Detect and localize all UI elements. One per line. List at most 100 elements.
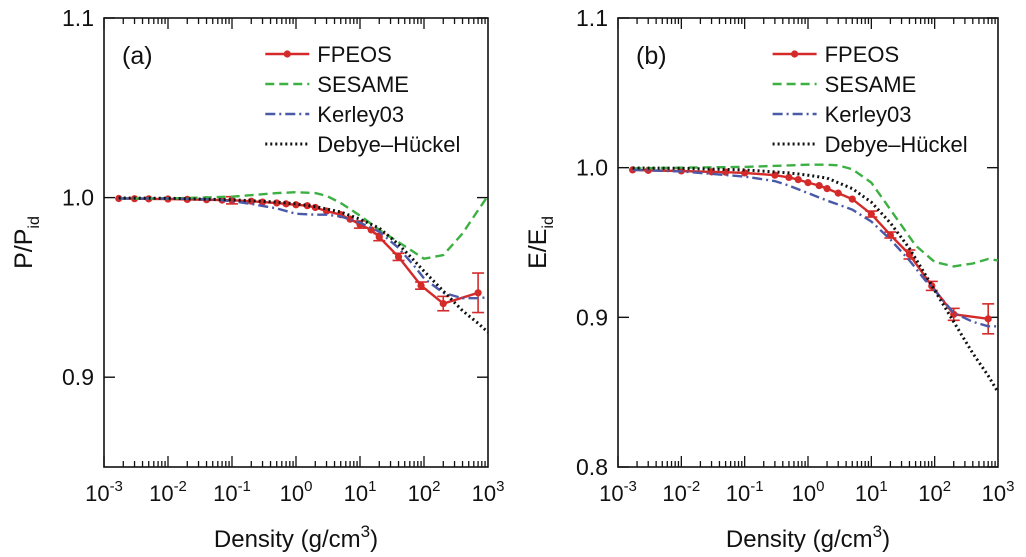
data-point bbox=[984, 315, 992, 323]
y-tick-label: 1.0 bbox=[62, 185, 94, 211]
kerley03-series-line bbox=[118, 197, 489, 300]
debye-h-ckel-series-line bbox=[632, 166, 1000, 393]
data-point bbox=[367, 226, 375, 234]
x-tick-label: 103 bbox=[472, 478, 505, 506]
x-axis-label: Density (g/cm3) bbox=[726, 522, 890, 552]
plot-frame bbox=[103, 17, 489, 468]
legend-label: Kerley03 bbox=[825, 102, 912, 127]
x-tick-label: 101 bbox=[855, 478, 888, 506]
x-tick-exponent: -1 bbox=[238, 478, 251, 495]
x-tick-base: 10 bbox=[599, 481, 623, 506]
x-tick-exponent: 1 bbox=[879, 478, 887, 495]
y-axis-label: E/Eid bbox=[524, 216, 557, 269]
x-tick-base: 10 bbox=[149, 481, 173, 506]
x-tick-label: 10-1 bbox=[726, 478, 764, 506]
data-point bbox=[474, 289, 482, 297]
x-tick-label: 10-2 bbox=[149, 478, 187, 506]
x-tick-exponent: 0 bbox=[304, 478, 312, 495]
x-tick-label: 10-1 bbox=[213, 478, 251, 506]
plot-frame bbox=[617, 17, 999, 468]
x-tick-label: 10-3 bbox=[85, 478, 123, 506]
data-point bbox=[804, 179, 812, 187]
x-tick-label: 100 bbox=[792, 478, 825, 506]
x-tick-label: 10-3 bbox=[599, 478, 637, 506]
y-tick-label: 1.1 bbox=[62, 5, 94, 31]
y-axis-label-sub: id bbox=[540, 216, 557, 228]
x-axis-label: Density (g/cm3) bbox=[214, 522, 378, 552]
x-tick-exponent: 0 bbox=[816, 478, 824, 495]
x-tick-label: 103 bbox=[982, 478, 1015, 506]
legend-label: FPEOS bbox=[825, 42, 900, 67]
x-tick-label: 10-2 bbox=[662, 478, 700, 506]
data-point bbox=[848, 195, 856, 203]
x-tick-base: 10 bbox=[792, 481, 816, 506]
data-point bbox=[439, 299, 447, 308]
x-tick-label: 100 bbox=[280, 478, 313, 506]
x-tick-exponent: 3 bbox=[496, 478, 504, 495]
x-tick-base: 10 bbox=[344, 481, 368, 506]
x-axis-label-main: Density (g/cm bbox=[726, 526, 873, 552]
data-point bbox=[823, 185, 831, 193]
x-tick-base: 10 bbox=[280, 481, 304, 506]
sesame-series-line bbox=[118, 190, 489, 260]
data-point bbox=[867, 210, 875, 218]
x-tick-base: 10 bbox=[408, 481, 432, 506]
x-tick-exponent: 2 bbox=[943, 478, 951, 495]
x-tick-exponent: 3 bbox=[1006, 478, 1014, 495]
data-point bbox=[311, 203, 319, 212]
y-tick-label: 1.0 bbox=[576, 155, 608, 181]
y-axis-label-main: E/E bbox=[524, 229, 552, 269]
legend-label: SESAME bbox=[825, 72, 917, 97]
legend-label: Debye–Hückel bbox=[825, 132, 968, 157]
x-tick-base: 10 bbox=[726, 481, 750, 506]
debye-h-ckel-series-line bbox=[118, 196, 490, 334]
legend-marker bbox=[791, 50, 799, 58]
x-axis-label-main: Density (g/cm bbox=[214, 526, 361, 552]
x-tick-base: 10 bbox=[855, 481, 879, 506]
x-tick-label: 102 bbox=[918, 478, 951, 506]
data-point bbox=[375, 233, 383, 241]
y-tick-label: 1.1 bbox=[576, 5, 608, 31]
data-point bbox=[794, 176, 802, 184]
legend-label: Debye–Hückel bbox=[317, 132, 460, 157]
x-axis-label-sup: 3 bbox=[873, 522, 882, 541]
y-tick-label: 0.8 bbox=[576, 454, 608, 480]
x-tick-base: 10 bbox=[662, 481, 686, 506]
x-tick-base: 10 bbox=[918, 481, 942, 506]
panel-label: (a) bbox=[122, 42, 153, 70]
x-tick-exponent: 1 bbox=[368, 478, 376, 495]
y-tick-label: 0.9 bbox=[62, 364, 94, 390]
data-point bbox=[834, 189, 842, 197]
kerley03-series-line bbox=[632, 168, 998, 328]
x-tick-exponent: -3 bbox=[110, 478, 123, 495]
x-tick-exponent: 2 bbox=[432, 478, 440, 495]
x-tick-base: 10 bbox=[472, 481, 496, 506]
x-axis-label-close: ) bbox=[882, 526, 890, 552]
data-point bbox=[886, 231, 894, 239]
data-point bbox=[417, 282, 425, 290]
y-axis-label: P/Pid bbox=[10, 216, 43, 269]
x-axis-label-close: ) bbox=[370, 526, 378, 552]
data-point bbox=[394, 253, 403, 261]
y-axis-label-main: P/P bbox=[10, 229, 38, 269]
x-axis-label-sup: 3 bbox=[361, 522, 370, 541]
x-tick-exponent: -1 bbox=[750, 478, 763, 495]
y-tick-label: 0.9 bbox=[576, 304, 608, 330]
x-tick-label: 101 bbox=[344, 478, 377, 506]
x-tick-base: 10 bbox=[213, 481, 237, 506]
data-point bbox=[785, 173, 793, 181]
x-tick-exponent: -2 bbox=[687, 478, 700, 495]
legend-marker bbox=[283, 50, 291, 58]
x-tick-exponent: -2 bbox=[174, 478, 187, 495]
x-tick-base: 10 bbox=[982, 481, 1006, 506]
legend-label: FPEOS bbox=[317, 42, 392, 67]
sesame-series-line bbox=[632, 163, 999, 268]
x-tick-label: 102 bbox=[408, 478, 441, 506]
legend-label: SESAME bbox=[317, 72, 409, 97]
legend-label: Kerley03 bbox=[317, 102, 404, 127]
x-tick-base: 10 bbox=[85, 481, 109, 506]
